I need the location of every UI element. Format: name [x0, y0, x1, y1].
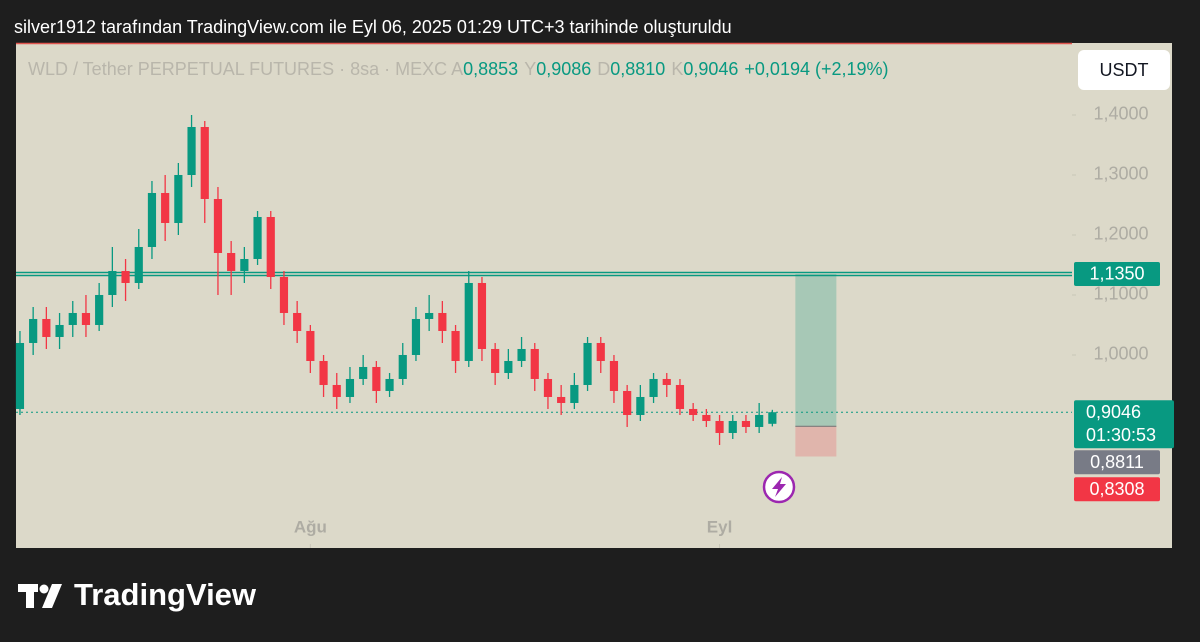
stop-label-bg — [1074, 477, 1160, 502]
candle-body — [95, 294, 104, 325]
candle-body — [755, 414, 764, 427]
candle-body — [662, 378, 671, 385]
candle-body — [161, 192, 170, 223]
candle-body — [266, 216, 275, 277]
ohlc-letter: Y — [524, 59, 537, 79]
candle-body — [68, 312, 77, 325]
candle-body — [675, 384, 685, 409]
currency-button[interactable]: USDT — [1078, 50, 1170, 90]
caption: silver1912 tarafından TradingView.com il… — [14, 17, 732, 37]
target-zone — [795, 273, 837, 427]
ohlc-value: 0,8810 — [610, 59, 666, 79]
candle-body — [623, 390, 632, 415]
candle-body — [451, 330, 460, 361]
candle-body — [557, 396, 566, 403]
ohlc-letter: D — [597, 59, 611, 79]
ohlc-value: 0,9086 — [536, 59, 592, 79]
candle-body — [345, 378, 355, 397]
candle-body — [279, 276, 289, 313]
ohlc-letter: A — [451, 59, 464, 79]
level-label: 1,1350 — [1089, 264, 1144, 284]
alert-icon — [762, 470, 796, 504]
candle-body — [332, 384, 341, 397]
candle-body — [385, 378, 394, 391]
ohlc-letter: K — [671, 59, 684, 79]
symbol: WLD / Tether PERPETUAL FUTURES · 8sa · M… — [28, 59, 448, 79]
candle-body — [702, 414, 711, 421]
candle-body — [293, 312, 302, 331]
y-tick-label: 1,3000 — [1093, 164, 1148, 184]
y-tick-label: 1,0000 — [1093, 344, 1148, 364]
level-label-bg — [1074, 261, 1160, 286]
last-price-label: 0,9046 — [1086, 402, 1141, 422]
ohlc-value: 0,8853 — [463, 59, 519, 79]
candle-body — [227, 252, 236, 271]
candle-body — [543, 378, 553, 397]
candle-body — [517, 348, 526, 361]
plot-background — [16, 43, 1172, 548]
candle-body — [108, 270, 117, 295]
candle-body — [728, 420, 737, 433]
x-tick-label: Eyl — [707, 517, 733, 536]
candle-body — [438, 312, 447, 331]
y-tick-label: 1,1000 — [1093, 284, 1148, 304]
candle-body — [583, 342, 592, 385]
candle-body — [200, 126, 209, 199]
y-tick-label: 1,2000 — [1093, 224, 1148, 244]
candle-body — [689, 408, 698, 415]
candle-body — [649, 378, 658, 397]
candle-body — [609, 360, 619, 391]
candle-body — [464, 282, 473, 361]
countdown: 01:30:53 — [1086, 425, 1156, 445]
candle-body — [398, 354, 407, 379]
brand-logo — [18, 584, 62, 608]
candle-body — [134, 246, 143, 283]
candle-body — [372, 366, 381, 391]
candle-body — [55, 324, 64, 337]
candle-body — [319, 360, 328, 385]
candle-body — [411, 318, 421, 355]
entry-label: 0,8811 — [1090, 452, 1144, 472]
candle-body — [213, 198, 223, 253]
candle-body — [42, 318, 51, 337]
candle-body — [147, 192, 157, 247]
candle-body — [306, 330, 315, 361]
candle-body — [741, 420, 751, 427]
stop-zone — [795, 426, 837, 457]
candle-body — [29, 318, 38, 343]
y-tick-label: 1,4000 — [1093, 104, 1148, 124]
candle-body — [504, 360, 513, 373]
candle-body — [596, 342, 605, 361]
candle-body — [491, 348, 500, 373]
candle-body — [174, 174, 183, 223]
ohlc-value: 0,9046 — [683, 59, 739, 79]
stop-label: 0,8308 — [1089, 479, 1144, 499]
candle-body — [768, 412, 777, 424]
brand: TradingView — [74, 577, 257, 612]
candle-body — [15, 342, 25, 409]
candle-body — [240, 258, 249, 271]
candle-body — [121, 270, 130, 283]
x-tick-label: Ağu — [294, 517, 327, 536]
candle-body — [530, 348, 539, 379]
change: +0,0194 (+2,19%) — [744, 59, 889, 79]
last-price-bg — [1074, 400, 1174, 449]
candle-body — [187, 126, 196, 175]
symbol-header: WLD / Tether PERPETUAL FUTURES · 8sa · M… — [28, 59, 895, 80]
candle-body — [253, 216, 262, 259]
candle-body — [425, 312, 434, 319]
candle-body — [570, 384, 579, 403]
candle-body — [715, 420, 724, 433]
candle-body — [359, 366, 368, 379]
candle-body — [636, 396, 645, 415]
candle-body — [477, 282, 487, 349]
entry-label-bg — [1074, 450, 1160, 475]
candle-body — [81, 312, 91, 325]
